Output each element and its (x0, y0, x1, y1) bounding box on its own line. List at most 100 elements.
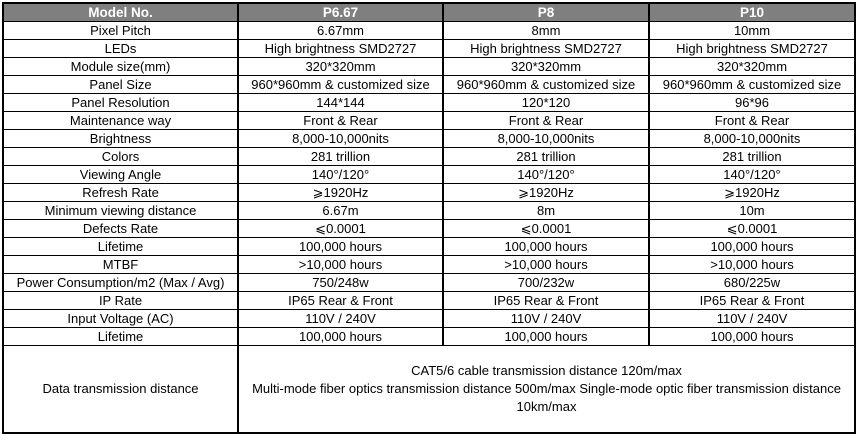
spec-value: 100,000 hours (237, 327, 444, 346)
spec-value: 96*96 (648, 93, 856, 112)
spec-value: 144*144 (237, 93, 444, 112)
header-row: Model No. P6.67 P8 P10 (2, 2, 856, 22)
spec-label: Data transmission distance (2, 345, 239, 434)
spec-label: Defects Rate (2, 219, 239, 238)
spec-value: High brightness SMD2727 (648, 39, 856, 58)
spec-value: IP65 Rear & Front (442, 291, 650, 310)
spec-value: 100,000 hours (237, 237, 444, 256)
spec-table: Model No. P6.67 P8 P10 Pixel Pitch 6.67mm… (2, 2, 856, 434)
spec-value: >10,000 hours (648, 255, 856, 274)
spec-value: 10mm (648, 21, 856, 40)
spec-value: ⩽0.0001 (237, 219, 444, 238)
spec-label: Colors (2, 147, 239, 166)
spec-value: 750/248w (237, 273, 444, 292)
spec-value: 8,000-10,000nits (237, 129, 444, 148)
table-row: Lifetime 100,000 hours 100,000 hours 100,00… (2, 237, 856, 256)
spec-label: Power Consumption/m2 (Max / Avg) (2, 273, 239, 292)
spec-label: Brightness (2, 129, 239, 148)
spec-value: 100,000 hours (648, 327, 856, 346)
spec-value: 700/232w (442, 273, 650, 292)
table-row: Input Voltage (AC) 110V / 240V 110V / 240V… (2, 309, 856, 328)
spec-value: 6.67m (237, 201, 444, 220)
spec-label: Panel Resolution (2, 93, 239, 112)
spec-value: >10,000 hours (442, 255, 650, 274)
spec-label: LEDs (2, 39, 239, 58)
spec-value: 6.67mm (237, 21, 444, 40)
spec-value: 320*320mm (648, 57, 856, 76)
spec-value: IP65 Rear & Front (237, 291, 444, 310)
spec-value: Front & Rear (442, 111, 650, 130)
spec-value: 960*960mm & customized size (648, 75, 856, 94)
spec-value: 100,000 hours (442, 237, 650, 256)
data-transmission-value: CAT5/6 cable transmission distance 120m/… (237, 345, 856, 434)
column-header-p10: P10 (648, 2, 856, 22)
spec-value: 140°/120° (237, 165, 444, 184)
spec-value: ⩽0.0001 (442, 219, 650, 238)
spec-label: MTBF (2, 255, 239, 274)
spec-label: Pixel Pitch (2, 21, 239, 40)
transmission-line-1: CAT5/6 cable transmission distance 120m/… (411, 363, 682, 378)
spec-value: 10m (648, 201, 856, 220)
spec-value: 680/225w (648, 273, 856, 292)
column-header-p8: P8 (442, 2, 650, 22)
spec-value: 320*320mm (237, 57, 444, 76)
table-row: Pixel Pitch 6.67mm 8mm 10mm (2, 21, 856, 40)
table-row: LEDs High brightness SMD2727 High brightne… (2, 39, 856, 58)
spec-value: High brightness SMD2727 (237, 39, 444, 58)
spec-label: Viewing Angle (2, 165, 239, 184)
spec-value: 8m (442, 201, 650, 220)
spec-value: ⩾1920Hz (442, 183, 650, 202)
spec-label: Panel Size (2, 75, 239, 94)
spec-label: IP Rate (2, 291, 239, 310)
table-row: Module size(mm) 320*320mm 320*320mm 320*320… (2, 57, 856, 76)
spec-value: 100,000 hours (442, 327, 650, 346)
table-row: Maintenance way Front & Rear Front & Rear F… (2, 111, 856, 130)
spec-value: 320*320mm (442, 57, 650, 76)
table-row: IP Rate IP65 Rear & Front IP65 Rear & Fron… (2, 291, 856, 310)
spec-value: 281 trillion (237, 147, 444, 166)
table-row: Refresh Rate ⩾1920Hz ⩾1920Hz ⩾1920Hz (2, 183, 856, 202)
spec-value: Front & Rear (648, 111, 856, 130)
data-transmission-row: Data transmission distance CAT5/6 cable … (2, 345, 856, 434)
spec-value: 8,000-10,000nits (442, 129, 650, 148)
spec-value: 140°/120° (442, 165, 650, 184)
spec-value: 281 trillion (442, 147, 650, 166)
spec-label: Module size(mm) (2, 57, 239, 76)
spec-value: High brightness SMD2727 (442, 39, 650, 58)
spec-value: IP65 Rear & Front (648, 291, 856, 310)
spec-value: 110V / 240V (442, 309, 650, 328)
table-row: Defects Rate ⩽0.0001 ⩽0.0001 ⩽0.0001 (2, 219, 856, 238)
column-header-p667: P6.67 (237, 2, 444, 22)
spec-value: 120*120 (442, 93, 650, 112)
spec-label: Input Voltage (AC) (2, 309, 239, 328)
spec-value: 110V / 240V (648, 309, 856, 328)
spec-value: ⩾1920Hz (648, 183, 856, 202)
spec-value: ⩽0.0001 (648, 219, 856, 238)
spec-label: Lifetime (2, 327, 239, 346)
spec-label: Maintenance way (2, 111, 239, 130)
spec-value: >10,000 hours (237, 255, 444, 274)
spec-value: 960*960mm & customized size (237, 75, 444, 94)
spec-value: 100,000 hours (648, 237, 856, 256)
transmission-line-2: Multi-mode fiber optics transmission dis… (252, 381, 841, 414)
table-row: Panel Size 960*960mm & customized size 960… (2, 75, 856, 94)
table-row: MTBF >10,000 hours >10,000 hours >10,000 ho… (2, 255, 856, 274)
spec-label: Minimum viewing distance (2, 201, 239, 220)
table-row: Minimum viewing distance 6.67m 8m 10m (2, 201, 856, 220)
spec-value: 960*960mm & customized size (442, 75, 650, 94)
table-row: Power Consumption/m2 (Max / Avg) 750/248w… (2, 273, 856, 292)
table-row: Colors 281 trillion 281 trillion 281 trilli… (2, 147, 856, 166)
table-row: Panel Resolution 144*144 120*120 96*96 (2, 93, 856, 112)
spec-label: Refresh Rate (2, 183, 239, 202)
model-no-header: Model No. (2, 2, 239, 22)
spec-value: 110V / 240V (237, 309, 444, 328)
spec-value: 281 trillion (648, 147, 856, 166)
spec-value: Front & Rear (237, 111, 444, 130)
table-row: Viewing Angle 140°/120° 140°/120° 140°/120° (2, 165, 856, 184)
spec-value: 8mm (442, 21, 650, 40)
spec-label: Lifetime (2, 237, 239, 256)
table-row: Lifetime 100,000 hours 100,000 hours 100,00… (2, 327, 856, 346)
spec-value: 140°/120° (648, 165, 856, 184)
spec-value: 8,000-10,000nits (648, 129, 856, 148)
table-row: Brightness 8,000-10,000nits 8,000-10,000ni… (2, 129, 856, 148)
